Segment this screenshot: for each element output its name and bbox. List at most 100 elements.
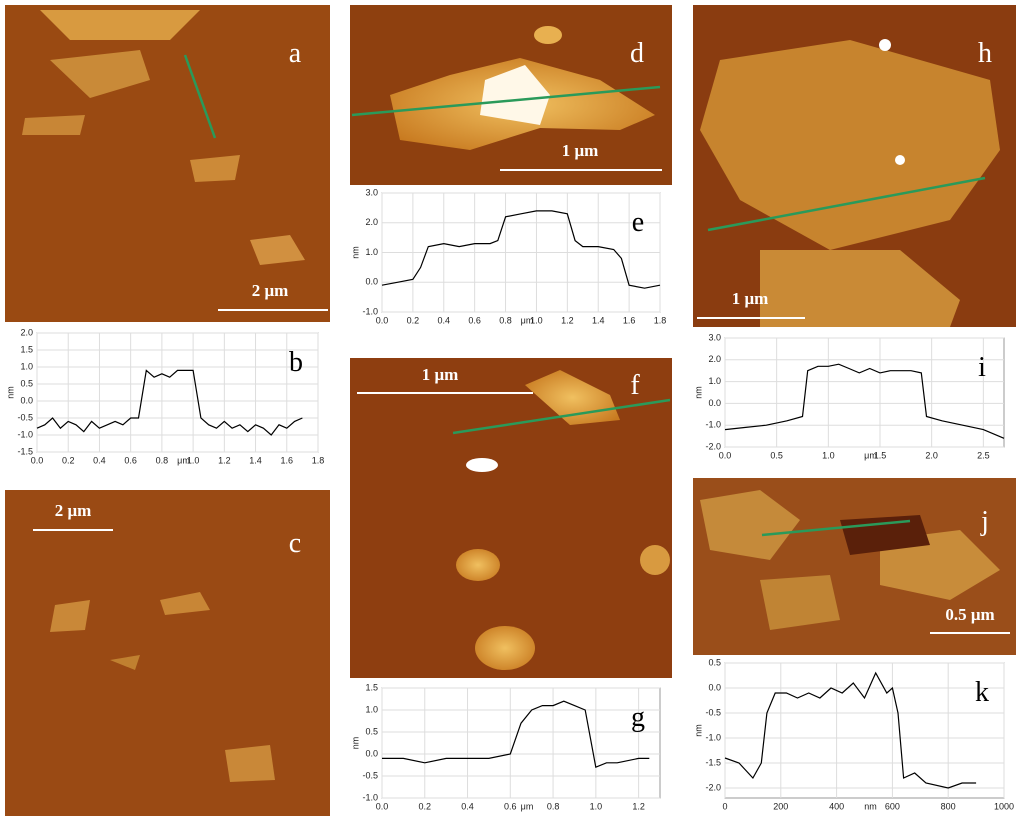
x-tick-label: 200 xyxy=(773,801,788,811)
y-tick-label: -2.0 xyxy=(705,782,721,792)
y-tick-label: 0.5 xyxy=(20,378,33,388)
y-tick-label: 1.0 xyxy=(708,376,721,386)
y-tick-label: 3.0 xyxy=(708,332,721,342)
x-tick-label: 0.6 xyxy=(468,315,481,325)
y-tick-label: -1.0 xyxy=(705,732,721,742)
y-axis-label: nm xyxy=(350,246,360,259)
profile-chart: 0.5 0.0 -0.5 -1.0 -1.5 -2.00 200 400 600 800 1000 n… xyxy=(693,657,1014,811)
x-tick-label: 1.2 xyxy=(561,315,574,325)
scale-bar-label: 1 μm xyxy=(562,141,599,160)
x-tick-label: 1000 xyxy=(994,801,1014,811)
plot-area xyxy=(725,663,1004,798)
x-tick-label: 1.6 xyxy=(281,455,294,465)
x-axis-label: μm xyxy=(521,801,534,811)
panel-letter: d xyxy=(630,38,644,69)
panel-letter: i xyxy=(978,352,986,383)
y-tick-label: -0.5 xyxy=(362,770,378,780)
y-tick-label: 0.0 xyxy=(20,395,33,405)
plot-area xyxy=(37,333,318,452)
x-tick-label: 0.0 xyxy=(31,455,44,465)
x-tick-label: 0.6 xyxy=(124,455,137,465)
x-tick-label: 1.0 xyxy=(822,450,835,460)
afm-image-f: f 1 μm xyxy=(350,358,672,678)
y-tick-label: -1.0 xyxy=(705,420,721,430)
y-tick-label: 2.0 xyxy=(708,354,721,364)
panel-letter: k xyxy=(975,677,989,708)
x-tick-label: 0 xyxy=(722,801,727,811)
y-tick-label: 1.0 xyxy=(20,361,33,371)
y-tick-label: -1.0 xyxy=(17,429,33,439)
y-axis-label: nm xyxy=(693,386,703,399)
panel-letter: a xyxy=(289,38,302,69)
x-tick-label: 400 xyxy=(829,801,844,811)
x-axis-label: nm xyxy=(864,801,877,811)
x-tick-label: 0.8 xyxy=(499,315,512,325)
x-tick-label: 0.2 xyxy=(62,455,75,465)
x-tick-label: 1.6 xyxy=(623,315,636,325)
x-tick-label: 1.2 xyxy=(632,801,645,811)
x-tick-label: 0.8 xyxy=(547,801,560,811)
panel-letter: h xyxy=(978,38,992,69)
x-tick-label: 600 xyxy=(885,801,900,811)
panel-letter: c xyxy=(289,528,301,559)
y-tick-label: 3.0 xyxy=(365,187,378,197)
y-tick-label: 0.0 xyxy=(708,398,721,408)
x-tick-label: 0.0 xyxy=(376,801,389,811)
y-tick-label: -1.5 xyxy=(705,757,721,767)
x-tick-label: 0.2 xyxy=(407,315,420,325)
y-tick-label: 1.5 xyxy=(20,344,33,354)
y-tick-label: 0.0 xyxy=(365,277,378,287)
scale-bar-label: 0.5 μm xyxy=(945,605,994,624)
scale-bar-label: 2 μm xyxy=(55,501,92,520)
plot-area xyxy=(725,338,1004,447)
scale-bar-label: 1 μm xyxy=(422,365,459,384)
x-tick-label: 1.0 xyxy=(590,801,603,811)
x-tick-label: 0.4 xyxy=(438,315,451,325)
plot-area xyxy=(382,688,660,798)
afm-image-d: d 1 μm xyxy=(350,5,672,185)
x-axis-label: μm xyxy=(177,455,190,465)
x-tick-label: 1.8 xyxy=(654,315,667,325)
x-tick-label: 0.8 xyxy=(156,455,169,465)
panel-letter: f xyxy=(630,370,640,401)
afm-image-j: j 0.5 μm xyxy=(693,478,1016,655)
x-axis-label: μm xyxy=(521,315,534,325)
scale-bar-label: 1 μm xyxy=(732,289,769,308)
y-tick-label: 2.0 xyxy=(365,217,378,227)
panel-letter: g xyxy=(631,702,645,733)
y-tick-label: -0.5 xyxy=(17,412,33,422)
y-tick-label: 0.0 xyxy=(708,682,721,692)
x-tick-label: 1.4 xyxy=(592,315,605,325)
x-tick-label: 0.2 xyxy=(419,801,432,811)
x-axis-label: μm xyxy=(864,450,877,460)
panel-letter: j xyxy=(980,506,989,537)
y-tick-label: 2.0 xyxy=(20,327,33,337)
y-tick-label: 0.0 xyxy=(365,748,378,758)
panel-letter: b xyxy=(289,347,303,378)
panel-letter: e xyxy=(632,207,644,238)
x-tick-label: 800 xyxy=(941,801,956,811)
y-tick-label: 1.0 xyxy=(365,704,378,714)
x-tick-label: 0.4 xyxy=(461,801,474,811)
y-axis-label: nm xyxy=(5,386,15,399)
y-tick-label: -0.5 xyxy=(705,707,721,717)
figure: a 2 μm d 1 μm h 1 μm c 2 μm xyxy=(0,0,1016,816)
y-axis-label: nm xyxy=(693,724,703,737)
x-tick-label: 0.5 xyxy=(770,450,783,460)
x-tick-label: 1.8 xyxy=(312,455,325,465)
afm-image-c: c 2 μm xyxy=(5,490,330,816)
x-tick-label: 0.0 xyxy=(719,450,732,460)
afm-image-a: a 2 μm xyxy=(5,5,330,322)
y-tick-label: 1.5 xyxy=(365,682,378,692)
x-tick-label: 0.6 xyxy=(504,801,517,811)
x-tick-label: 1.2 xyxy=(218,455,231,465)
y-tick-label: 0.5 xyxy=(708,657,721,667)
x-tick-label: 2.5 xyxy=(977,450,990,460)
x-tick-label: 2.0 xyxy=(925,450,938,460)
y-axis-label: nm xyxy=(350,737,360,750)
y-tick-label: 1.0 xyxy=(365,247,378,257)
